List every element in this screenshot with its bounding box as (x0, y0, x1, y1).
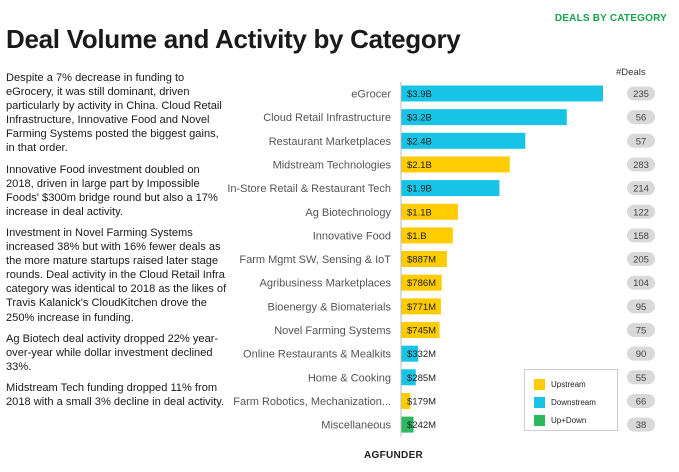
deal-count-label: 66 (636, 396, 647, 407)
category-label: Farm Mgmt SW, Sensing & IoT (239, 254, 391, 266)
deal-count-label: 122 (633, 207, 649, 218)
legend-item-upstream: Upstream (534, 379, 586, 390)
deal-count-label: 158 (633, 231, 649, 242)
bar-value-label: $3.9B (407, 89, 432, 100)
category-label: Online Restaurants & Mealkits (243, 349, 391, 361)
commentary-paragraph-1: Despite a 7% decrease in funding to eGro… (6, 72, 222, 155)
bar (401, 227, 453, 244)
bar-value-label: $786M (407, 278, 436, 289)
deal-count-label: 95 (636, 302, 647, 313)
deals-column-header: #Deals (616, 67, 646, 78)
bar-value-label: $1.1B (407, 207, 432, 218)
bar-value-label: $745M (407, 326, 436, 337)
legend-swatch-up-down (534, 415, 545, 426)
deal-count-label: 55 (636, 373, 647, 384)
legend-swatch-downstream (534, 397, 545, 408)
bar-value-label: $771M (407, 302, 436, 313)
deal-count-pill (627, 346, 655, 361)
deal-count-pill (627, 157, 655, 172)
commentary-paragraph-4: Ag Biotech deal activity dropped 22% yea… (6, 332, 219, 373)
deal-count-pill (627, 370, 655, 385)
category-label: Innovative Food (313, 230, 391, 242)
deal-count-label: 56 (636, 113, 647, 124)
category-label: Midstream Technologies (273, 159, 392, 171)
legend-label-upstream: Upstream (551, 380, 586, 389)
deal-count-pill (627, 323, 655, 337)
bar (401, 416, 414, 433)
category-label: Farm Robotics, Mechanization... (233, 396, 391, 408)
bar-value-label: $332M (407, 349, 436, 360)
deal-count-label: 75 (636, 326, 647, 337)
legend-item-up-down: Up+Down (534, 415, 586, 426)
bar (401, 392, 411, 409)
deal-count-pill (627, 133, 655, 148)
deal-count-label: 283 (633, 160, 649, 171)
bar (401, 203, 458, 220)
bar (401, 85, 603, 102)
category-label: Agribusiness Marketplaces (260, 278, 392, 290)
deal-count-pill (627, 299, 655, 314)
category-label: Home & Cooking (308, 372, 391, 384)
bar (401, 132, 526, 149)
deal-count-pill (627, 86, 655, 101)
commentary-paragraph-5: Midstream Tech funding dropped 11% from … (6, 381, 225, 408)
bar-value-label: $1.B (407, 231, 427, 242)
bar-value-label: $1.9B (407, 184, 432, 195)
bar (401, 156, 510, 173)
page-title: Deal Volume and Activity by Category (6, 24, 461, 54)
deal-count-label: 38 (636, 420, 647, 431)
category-label: Novel Farming Systems (274, 325, 391, 337)
bar (401, 109, 567, 126)
deal-count-label: 214 (633, 184, 649, 195)
commentary: Despite a 7% decrease in funding to eGro… (6, 71, 228, 416)
bar (401, 180, 500, 197)
bar-value-label: $2.1B (407, 160, 432, 171)
category-label: Bioenergy & Biomaterials (267, 301, 391, 313)
deal-count-pill (627, 181, 655, 196)
deal-count-pill (627, 228, 655, 243)
category-label: Restaurant Marketplaces (269, 136, 392, 148)
category-label: Miscellaneous (321, 420, 391, 432)
bar-value-label: $242M (407, 420, 436, 431)
bar-value-label: $887M (407, 255, 436, 266)
bar (401, 322, 440, 338)
category-label: Cloud Retail Infrastructure (263, 112, 391, 124)
bar (401, 369, 416, 386)
deal-count-pill (627, 393, 655, 408)
bar-value-label: $179M (407, 396, 436, 407)
bar-value-label: $3.2B (407, 113, 432, 124)
bar (401, 251, 447, 268)
chart-legend: Upstream Downstream Up+Down (524, 369, 618, 431)
deal-count-pill (627, 275, 655, 290)
commentary-paragraph-2: Innovative Food investment doubled on 20… (6, 163, 218, 218)
deal-count-label: 90 (636, 349, 647, 360)
deal-count-label: 205 (633, 255, 649, 266)
bar (401, 274, 442, 291)
legend-item-downstream: Downstream (534, 397, 596, 408)
legend-label-downstream: Downstream (551, 398, 596, 407)
bar (401, 298, 441, 315)
category-label: Ag Biotechnology (305, 207, 391, 219)
deal-count-label: 57 (636, 136, 647, 147)
commentary-paragraph-3: Investment in Novel Farming Systems incr… (6, 226, 227, 324)
deal-count-pill (627, 110, 655, 125)
category-label: In-Store Retail & Restaurant Tech (227, 183, 391, 195)
bar-value-label: $2.4B (407, 136, 432, 147)
deal-count-pill (627, 204, 655, 219)
deal-count-pill (627, 417, 655, 432)
bar-value-label: $285M (407, 373, 436, 384)
section-tag: DEALS BY CATEGORY (554, 13, 667, 24)
deal-count-pill (627, 252, 655, 267)
legend-label-up-down: Up+Down (551, 416, 587, 425)
bar (401, 345, 419, 362)
deal-count-label: 104 (633, 278, 649, 289)
deal-count-label: 235 (633, 89, 649, 100)
legend-swatch-upstream (534, 379, 545, 390)
category-label: eGrocer (351, 89, 391, 101)
agfunder-logo: AGFUNDER (364, 450, 424, 461)
